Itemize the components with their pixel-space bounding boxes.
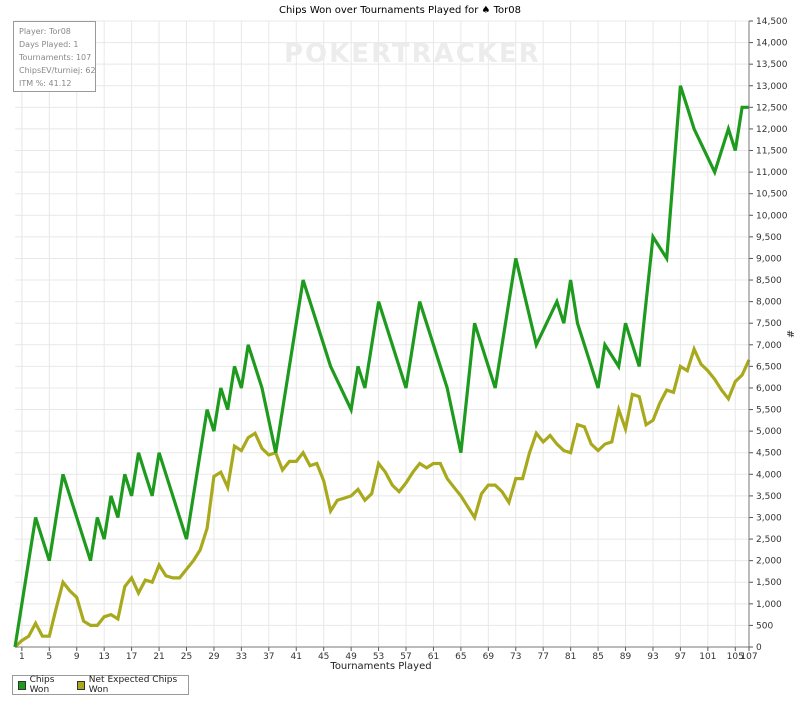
y-tick-label: 2,500	[756, 535, 782, 545]
x-tick-label: 69	[483, 652, 495, 662]
x-axis-title: Tournaments Played	[329, 661, 431, 672]
info-chipsev: ChipsEV/turniej: 62	[19, 66, 96, 75]
chart-title: Chips Won over Tournaments Played for ♠ …	[279, 5, 521, 16]
x-tick-label: 53	[373, 652, 384, 662]
pokertracker-watermark: POKERTRACKER	[284, 39, 541, 69]
y-tick-label: 5,500	[756, 406, 782, 416]
x-tick-label: 41	[291, 652, 302, 662]
x-tick-label: 89	[620, 652, 632, 662]
info-tournaments: Tournaments: 107	[19, 53, 92, 62]
info-days-played: Days Played: 1	[19, 40, 79, 49]
y-tick-label: 7,000	[756, 341, 782, 351]
x-tick-label: 57	[400, 652, 411, 662]
y-tick-label: 0	[756, 643, 762, 653]
x-tick-label: 85	[592, 652, 603, 662]
y-tick-label: 4,500	[756, 449, 782, 459]
x-tick-label: 81	[565, 652, 576, 662]
x-tick-label: 107	[740, 652, 757, 662]
info-itm: ITM %: 41.12	[19, 79, 72, 88]
x-tick-label: 33	[236, 652, 247, 662]
legend-label-net-expected: Net Expected Chips Won	[88, 675, 178, 695]
x-tick-label: 77	[537, 652, 548, 662]
x-tick-label: 61	[428, 652, 439, 662]
x-tick-label: 105	[727, 652, 744, 662]
y-axis-title: #	[784, 330, 795, 338]
x-tick-label: 1	[19, 652, 25, 662]
y-tick-label: 7,500	[756, 319, 782, 329]
x-tick-label: 45	[318, 652, 329, 662]
y-tick-label: 10,500	[756, 190, 788, 200]
y-tick-label: 3,500	[756, 492, 782, 502]
x-tick-label: 25	[181, 652, 192, 662]
x-tick-label: 97	[675, 652, 686, 662]
x-tick-label: 93	[647, 652, 658, 662]
legend-item-net-expected[interactable]: Net Expected Chips Won	[77, 675, 178, 695]
y-tick-label: 500	[756, 621, 773, 631]
y-tick-label: 14,500	[756, 17, 788, 27]
y-tick-label: 8,500	[756, 276, 782, 286]
x-tick-label: 73	[510, 652, 521, 662]
y-tick-label: 3,000	[756, 513, 782, 523]
y-tick-label: 13,500	[756, 60, 788, 70]
x-tick-label: 13	[98, 652, 109, 662]
y-tick-label: 9,500	[756, 233, 782, 243]
y-tick-label: 8,000	[756, 298, 782, 308]
y-tick-label: 4,000	[756, 470, 782, 480]
y-tick-label: 11,000	[756, 168, 788, 178]
y-tick-label: 14,000	[756, 39, 788, 49]
x-tick-label: 21	[153, 652, 164, 662]
y-tick-label: 11,500	[756, 147, 788, 157]
series-line-net-expected	[13, 344, 751, 649]
grid	[15, 20, 750, 648]
x-tick-label: 9	[74, 652, 80, 662]
y-tick-label: 5,000	[756, 427, 782, 437]
y-tick-label: 12,000	[756, 125, 788, 135]
legend-item-chips-won[interactable]: Chips Won	[18, 675, 67, 695]
legend-label-chips-won: Chips Won	[29, 675, 55, 695]
x-tick-label: 29	[208, 652, 220, 662]
series-line-chips-won	[13, 85, 749, 648]
y-tick-label: 1,000	[756, 600, 782, 610]
x-tick-label: 37	[263, 652, 274, 662]
axes: 0 500 1,000 1,500 2,000 2,500 3,000 3,500 4,000 4…	[15, 17, 788, 662]
y-tick-label: 2,000	[756, 557, 782, 567]
y-tick-label: 9,000	[756, 254, 782, 264]
x-tick-label: 17	[126, 652, 137, 662]
player-info-box: Player: Tor08 Days Played: 1 Tournaments…	[13, 21, 96, 92]
legend-swatch-chips-won	[18, 680, 26, 690]
x-tick-label: 101	[699, 652, 716, 662]
y-tick-label: 10,000	[756, 211, 788, 221]
y-tick-label: 12,500	[756, 103, 788, 113]
y-tick-label: 1,500	[756, 578, 782, 588]
y-tick-label: 6,500	[756, 362, 782, 372]
info-player: Player: Tor08	[19, 27, 71, 36]
legend: Chips Won Net Expected Chips Won	[12, 675, 189, 695]
series-layer	[13, 85, 751, 649]
legend-swatch-net-expected	[77, 680, 85, 690]
x-tick-label: 5	[46, 652, 52, 662]
x-tick-label: 65	[455, 652, 466, 662]
y-tick-label: 6,000	[756, 384, 782, 394]
x-tick-label: 49	[345, 652, 357, 662]
y-tick-label: 13,000	[756, 82, 788, 92]
